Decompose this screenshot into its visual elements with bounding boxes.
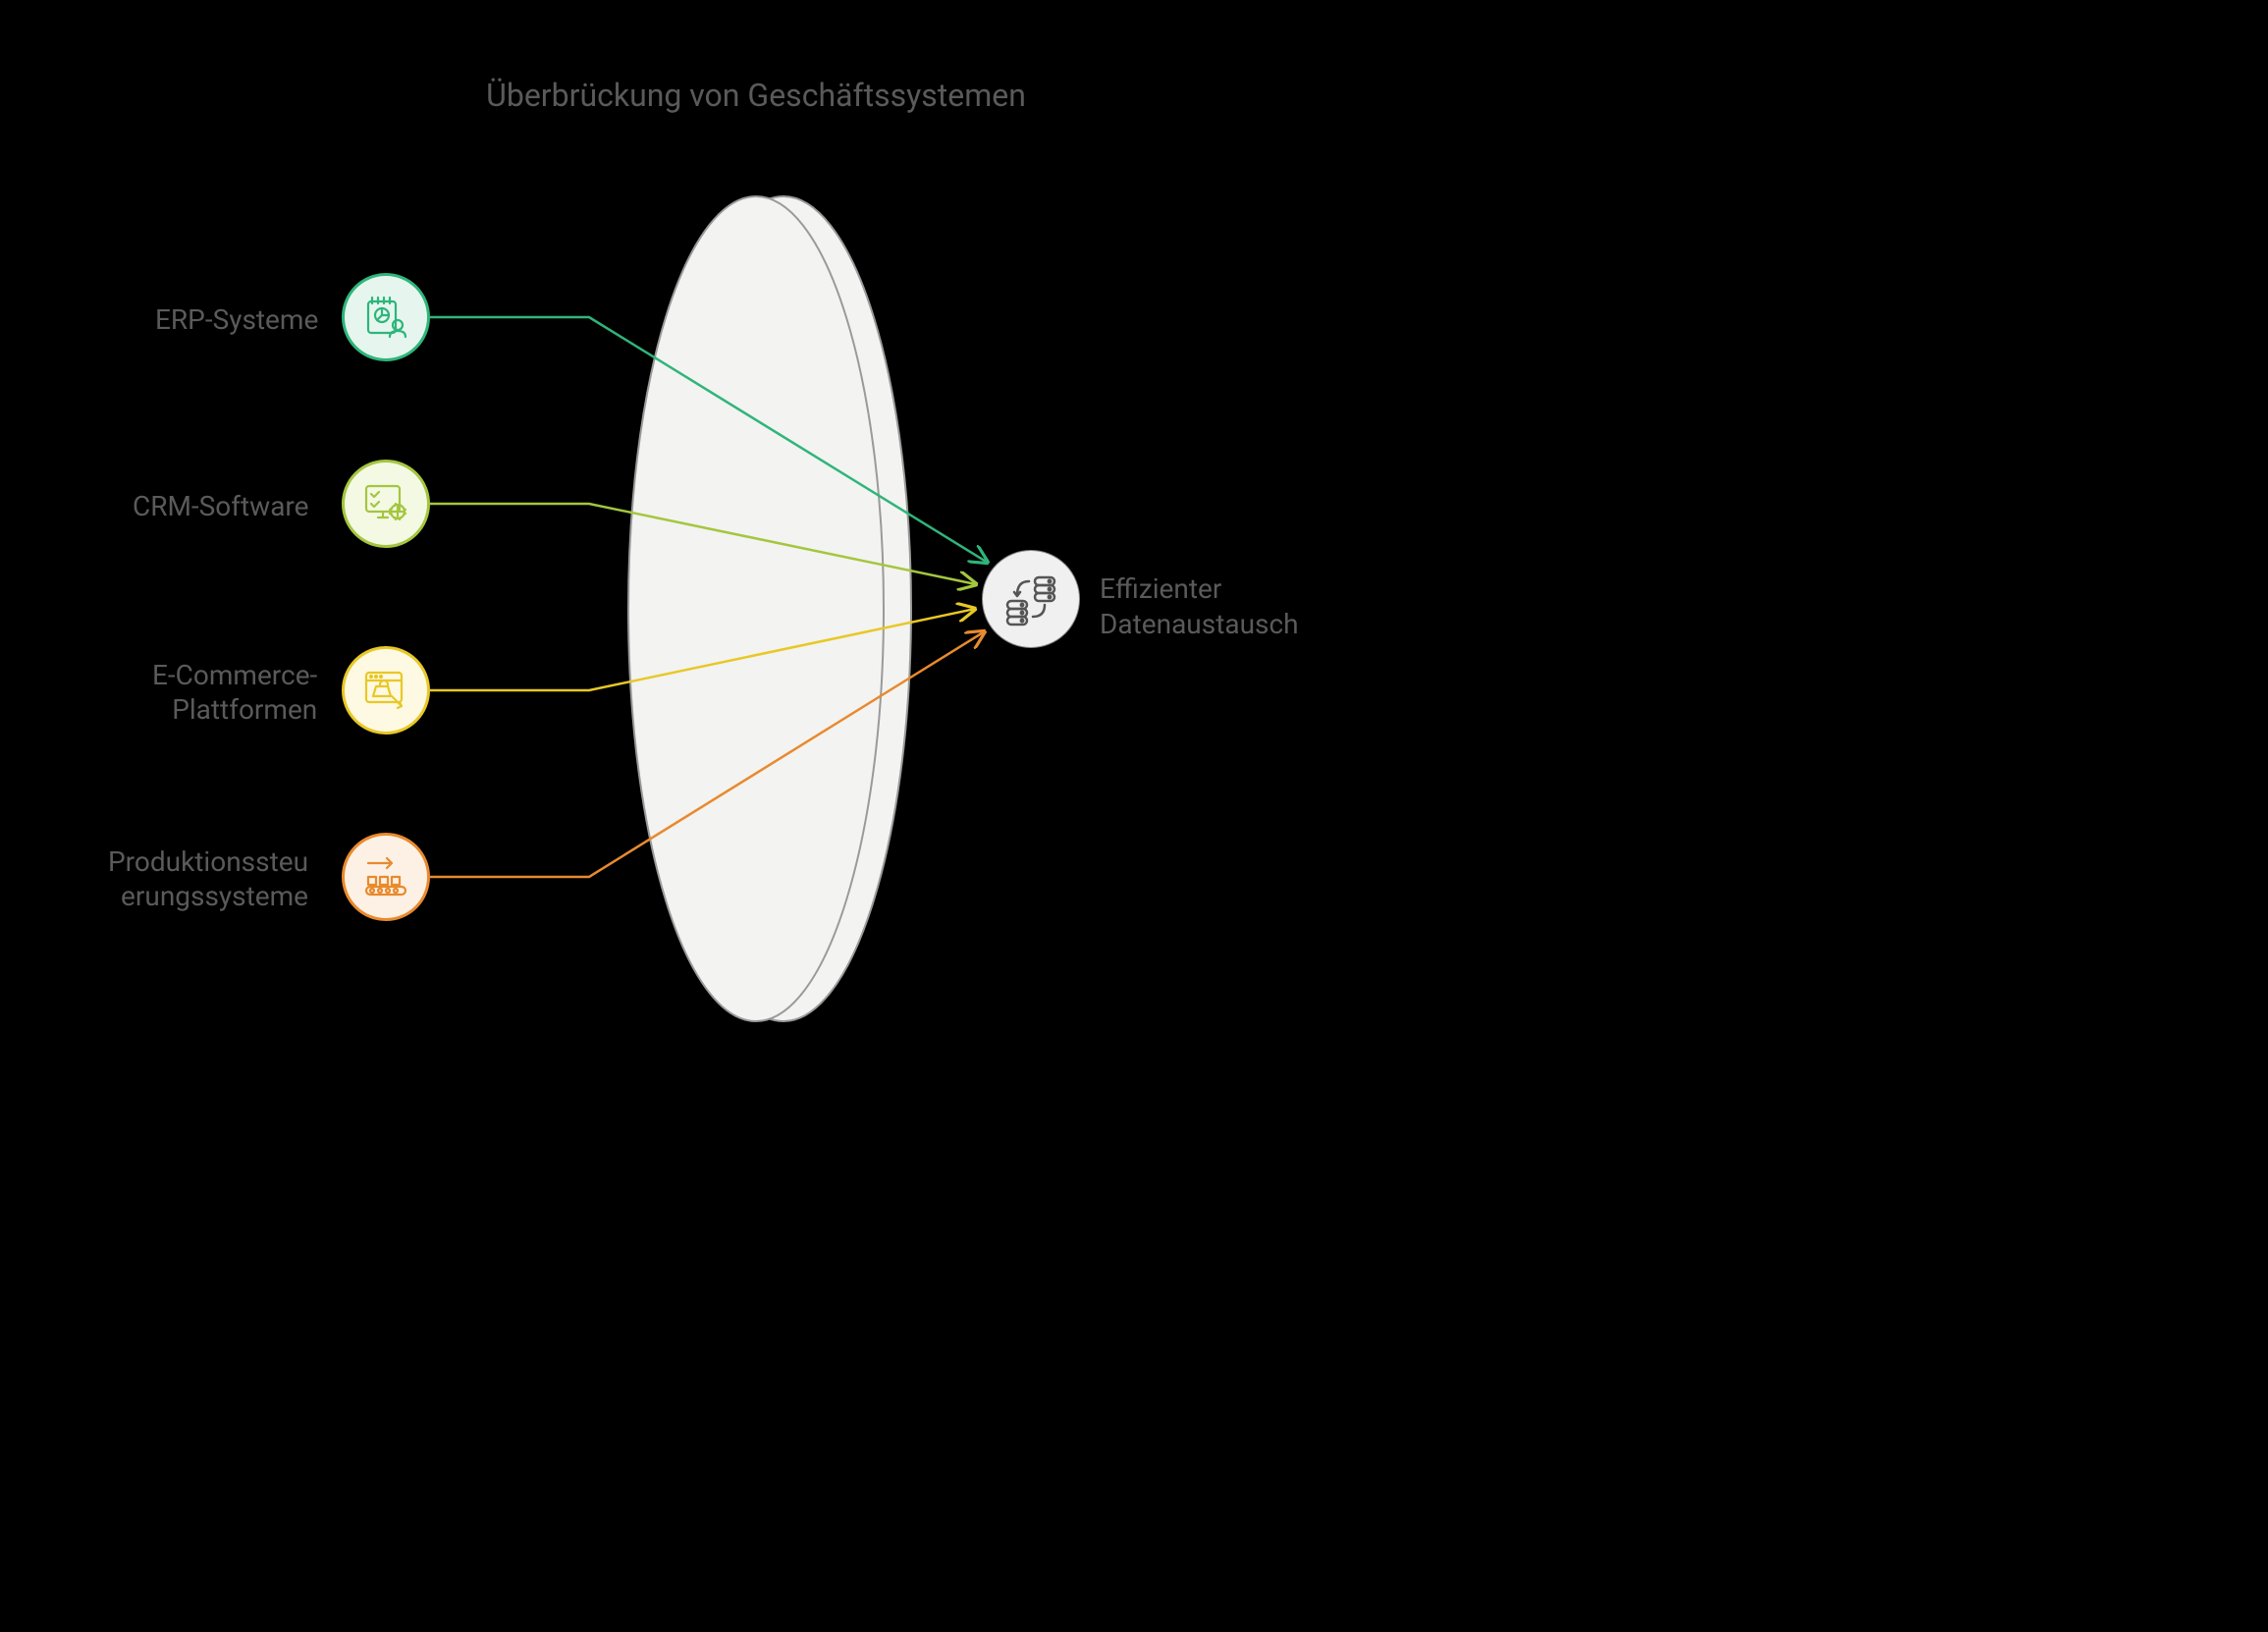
source-label-prod: Produktionssteuerungssysteme xyxy=(108,844,308,913)
lens-shape xyxy=(628,196,911,1021)
diagram-title: Überbrückung von Geschäftssystemen xyxy=(486,77,1026,114)
source-icon-ecom xyxy=(342,646,430,734)
source-label-erp: ERP-Systeme xyxy=(155,302,318,337)
source-icon-crm xyxy=(342,460,430,548)
output-node xyxy=(982,550,1080,648)
flow-arrows xyxy=(430,317,988,877)
source-label-crm: CRM-Software xyxy=(133,489,309,523)
source-label-ecom: E-Commerce-Plattformen xyxy=(152,658,317,727)
diagram-canvas xyxy=(0,0,1512,1088)
output-label: EffizienterDatenaustausch xyxy=(1100,571,1299,643)
source-icon-prod xyxy=(342,833,430,921)
source-icon-erp xyxy=(342,273,430,361)
data-exchange-icon xyxy=(999,568,1062,630)
